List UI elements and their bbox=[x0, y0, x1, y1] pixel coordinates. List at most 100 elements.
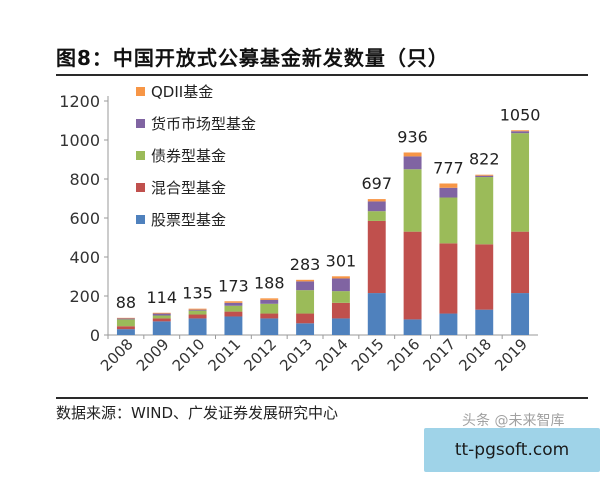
data-label-total: 1050 bbox=[500, 105, 541, 124]
x-tick-label: 2010 bbox=[169, 335, 209, 375]
bars bbox=[116, 130, 530, 335]
bar-segment bbox=[475, 244, 494, 310]
bar-segment bbox=[116, 317, 135, 319]
bar-segment bbox=[224, 301, 243, 303]
legend-swatch bbox=[136, 119, 145, 128]
bar-segment bbox=[224, 311, 243, 317]
data-label-total: 88 bbox=[116, 293, 136, 312]
bar-segment bbox=[188, 318, 207, 335]
legend-swatch bbox=[136, 215, 145, 224]
bar-segment bbox=[367, 201, 386, 212]
source-divider bbox=[56, 397, 588, 399]
x-tick-label: 2011 bbox=[205, 335, 245, 375]
x-tick-label: 2016 bbox=[384, 335, 424, 375]
bar-segment bbox=[260, 299, 279, 304]
x-tick-label: 2014 bbox=[312, 335, 352, 375]
bar-segment bbox=[403, 169, 422, 232]
bar-segment bbox=[260, 313, 279, 319]
bar-segment bbox=[439, 183, 458, 188]
bar-segment bbox=[260, 298, 279, 300]
bar-segment bbox=[152, 321, 171, 335]
y-tick-label: 0 bbox=[90, 326, 100, 345]
legend-label: 混合型基金 bbox=[151, 179, 226, 197]
y-tick-label: 600 bbox=[69, 209, 100, 228]
x-tick-label: 2017 bbox=[420, 335, 460, 375]
bar-segment bbox=[403, 231, 422, 320]
bar-segment bbox=[260, 303, 279, 314]
x-tick-label: 2019 bbox=[491, 335, 531, 375]
bar-segment bbox=[260, 318, 279, 335]
bar-segment bbox=[116, 319, 135, 327]
data-label-total: 301 bbox=[326, 251, 357, 270]
data-label-total: 188 bbox=[254, 273, 285, 292]
data-label-total: 936 bbox=[397, 127, 428, 146]
bar-segment bbox=[152, 312, 171, 314]
legend-label: 货币市场型基金 bbox=[151, 115, 256, 133]
legend-swatch bbox=[136, 151, 145, 160]
bar-segment bbox=[439, 197, 458, 244]
bar-segment bbox=[188, 314, 207, 319]
y-tick-label: 800 bbox=[69, 170, 100, 189]
bar-segment bbox=[367, 211, 386, 221]
x-tick-label: 2009 bbox=[133, 335, 173, 375]
bar-segment bbox=[224, 302, 243, 306]
data-label-total: 777 bbox=[433, 158, 464, 177]
bar-segment bbox=[188, 308, 207, 310]
bar-segment bbox=[475, 175, 494, 178]
bar-segment bbox=[439, 313, 458, 335]
watermark: 头条 @未来智库 bbox=[462, 413, 565, 429]
bar-segment bbox=[403, 319, 422, 335]
bar-segment bbox=[331, 276, 350, 279]
bar-segment bbox=[116, 318, 135, 320]
x-tick-label: 2018 bbox=[455, 335, 495, 375]
bar-segment bbox=[475, 309, 494, 335]
y-tick-label: 200 bbox=[69, 287, 100, 306]
source-note: 数据来源：WIND、广发证券发展研究中心 bbox=[56, 404, 339, 422]
data-label-total: 135 bbox=[182, 284, 213, 303]
bar-segment bbox=[439, 243, 458, 314]
data-label-total: 114 bbox=[146, 288, 177, 307]
bar-segment bbox=[296, 323, 315, 335]
bar-segment bbox=[296, 313, 315, 324]
legend-label: 债券型基金 bbox=[151, 147, 226, 165]
y-tick-label: 1200 bbox=[59, 92, 100, 111]
bar-segment bbox=[152, 315, 171, 319]
bar-segment bbox=[331, 291, 350, 303]
title-divider bbox=[56, 74, 588, 76]
y-tick-label: 400 bbox=[69, 248, 100, 267]
bar-segment bbox=[511, 133, 530, 232]
bar-segment bbox=[331, 302, 350, 319]
url-text: tt-pgsoft.com bbox=[454, 440, 570, 460]
legend-label: 股票型基金 bbox=[151, 211, 226, 229]
bar-segment bbox=[188, 309, 207, 311]
x-tick-label: 2015 bbox=[348, 335, 388, 375]
bar-segment bbox=[511, 293, 530, 335]
bar-segment bbox=[403, 156, 422, 170]
bar-segment bbox=[188, 310, 207, 315]
data-labels: 88 114 135 173 188 283 301 697 936 777 822 1050 bbox=[116, 105, 541, 312]
bar-segment bbox=[224, 305, 243, 312]
bar-segment bbox=[296, 281, 315, 291]
legend-swatch bbox=[136, 183, 145, 192]
bar-segment bbox=[331, 278, 350, 292]
bar-segment bbox=[511, 131, 530, 134]
bar-segment bbox=[475, 177, 494, 245]
bar-segment bbox=[403, 152, 422, 157]
bar-segment bbox=[511, 231, 530, 294]
bar-segment bbox=[331, 318, 350, 335]
bar-segment bbox=[152, 318, 171, 322]
bar-segment bbox=[439, 187, 458, 198]
data-label-total: 283 bbox=[290, 255, 321, 274]
bar-segment bbox=[116, 326, 135, 330]
url-banner[interactable]: tt-pgsoft.com bbox=[424, 428, 600, 472]
legend-label: QDII基金 bbox=[151, 83, 213, 101]
x-tick-label: 2008 bbox=[97, 335, 137, 375]
data-label-total: 173 bbox=[218, 276, 249, 295]
y-tick-label: 1000 bbox=[59, 131, 100, 150]
bar-segment bbox=[511, 130, 530, 132]
bar-segment bbox=[152, 313, 171, 316]
bar-segment bbox=[475, 174, 494, 176]
chart-title: 图8：中国开放式公募基金新发数量（只） bbox=[56, 46, 449, 70]
